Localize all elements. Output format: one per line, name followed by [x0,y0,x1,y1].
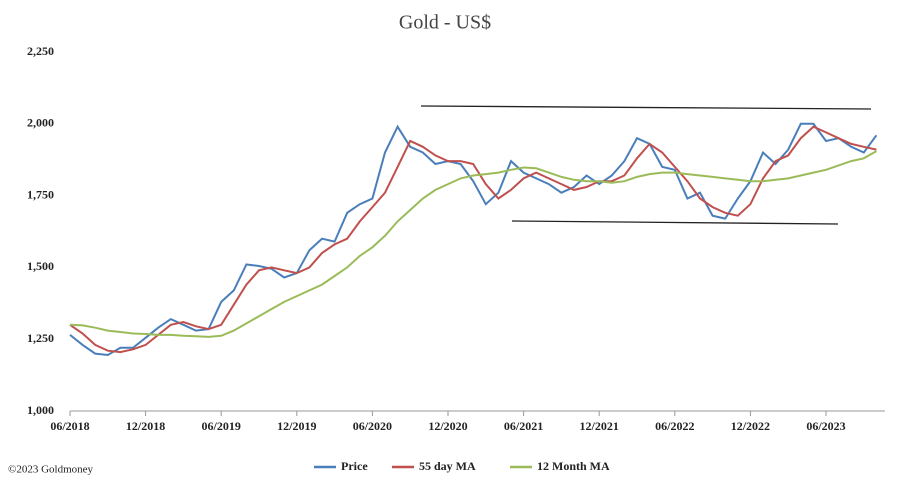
x-tick-label: 12/2021 [580,419,619,433]
chart-title: Gold - US$ [399,12,491,34]
source: ©2023 Goldmoney [8,464,94,476]
y-tick-label: 1,750 [27,187,54,201]
x-tick-label: 12/2019 [277,419,316,433]
x-tick-label: 06/2019 [202,419,241,433]
x-tick-label: 06/2020 [353,419,392,433]
x-tick-label: 06/2023 [806,419,845,433]
legend-label: 55 day MA [419,459,476,473]
x-tick-label: 06/2018 [50,419,89,433]
y-tick-label: 2,000 [27,116,54,130]
x-tick-label: 12/2022 [731,419,770,433]
legend-label: Price [341,459,368,473]
y-tick-label: 1,000 [27,403,54,417]
x-tick-label: 06/2022 [655,419,694,433]
y-tick-label: 1,500 [27,259,54,273]
legend-label: 12 Month MA [537,459,610,473]
series-line [69,150,877,338]
resistance-line [420,105,872,110]
y-tick-label: 2,250 [27,44,54,58]
support-line [511,220,839,225]
y-tick-label: 1,250 [27,331,54,345]
series-line [69,125,877,354]
x-tick-label: 12/2018 [126,419,165,433]
x-tick-label: 06/2021 [504,419,543,433]
x-tick-label: 12/2020 [428,419,467,433]
series-line [69,122,878,357]
